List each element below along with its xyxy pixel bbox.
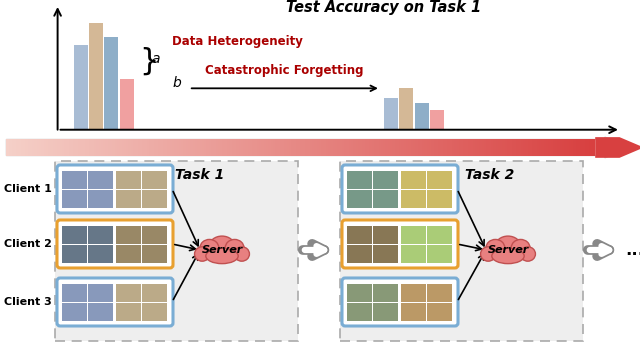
Bar: [62, 303, 87, 321]
Bar: [373, 190, 398, 208]
Bar: [88, 284, 113, 302]
Bar: [116, 245, 141, 263]
Bar: [88, 190, 113, 208]
Bar: [347, 303, 372, 321]
Bar: [142, 171, 167, 189]
Text: Task 1: Task 1: [91, 144, 133, 157]
Ellipse shape: [200, 239, 219, 257]
Bar: [88, 171, 113, 189]
FancyBboxPatch shape: [342, 165, 458, 213]
Text: $b$: $b$: [172, 75, 182, 90]
Text: Client 1: Client 1: [4, 184, 52, 194]
Text: Server: Server: [202, 245, 243, 255]
Text: Task 1: Task 1: [175, 168, 225, 182]
Bar: [340, 161, 583, 341]
Text: ...: ...: [625, 241, 640, 259]
FancyBboxPatch shape: [57, 278, 173, 326]
Bar: [62, 190, 87, 208]
Bar: [401, 171, 426, 189]
Bar: [142, 284, 167, 302]
Text: Catastrophic Forgetting: Catastrophic Forgetting: [205, 64, 364, 77]
Bar: [401, 226, 426, 244]
FancyArrow shape: [595, 137, 640, 158]
Bar: [116, 284, 141, 302]
Bar: [401, 190, 426, 208]
FancyBboxPatch shape: [57, 165, 173, 213]
Bar: [373, 171, 398, 189]
Bar: [62, 171, 87, 189]
Bar: [401, 284, 426, 302]
Bar: [401, 303, 426, 321]
Ellipse shape: [225, 239, 244, 257]
Ellipse shape: [492, 248, 524, 264]
Bar: [427, 190, 452, 208]
Bar: [427, 171, 452, 189]
Text: Server: Server: [488, 245, 529, 255]
Bar: [427, 303, 452, 321]
Text: Class Incremental Learning: Class Incremental Learning: [205, 141, 409, 154]
Bar: [384, 98, 398, 130]
Bar: [55, 161, 298, 341]
Ellipse shape: [209, 236, 235, 256]
Bar: [347, 171, 372, 189]
FancyBboxPatch shape: [342, 278, 458, 326]
Bar: [427, 245, 452, 263]
Ellipse shape: [520, 247, 536, 261]
Text: Task 2: Task 2: [465, 168, 515, 182]
Text: Task 2: Task 2: [392, 144, 434, 157]
Bar: [116, 303, 141, 321]
Bar: [415, 103, 429, 130]
Bar: [62, 245, 87, 263]
Bar: [373, 245, 398, 263]
Ellipse shape: [206, 248, 238, 264]
Ellipse shape: [481, 247, 496, 261]
FancyBboxPatch shape: [342, 220, 458, 268]
Bar: [427, 226, 452, 244]
Text: Client 3: Client 3: [4, 297, 52, 307]
Bar: [116, 171, 141, 189]
Ellipse shape: [495, 236, 520, 256]
Text: Data Heterogeneity: Data Heterogeneity: [172, 35, 302, 48]
Bar: [430, 110, 444, 130]
Bar: [104, 37, 118, 130]
Ellipse shape: [234, 247, 250, 261]
Bar: [142, 303, 167, 321]
Ellipse shape: [195, 247, 210, 261]
Bar: [347, 245, 372, 263]
Bar: [142, 190, 167, 208]
Bar: [142, 245, 167, 263]
Bar: [347, 226, 372, 244]
FancyBboxPatch shape: [57, 220, 173, 268]
Bar: [88, 245, 113, 263]
Ellipse shape: [486, 239, 505, 257]
Bar: [142, 226, 167, 244]
Bar: [89, 23, 103, 130]
Bar: [88, 226, 113, 244]
Bar: [116, 190, 141, 208]
Text: Test Accuracy on Task 1: Test Accuracy on Task 1: [287, 0, 481, 15]
Bar: [62, 284, 87, 302]
Bar: [399, 88, 413, 130]
Bar: [427, 284, 452, 302]
Text: Client 2: Client 2: [4, 239, 52, 249]
Bar: [347, 190, 372, 208]
Ellipse shape: [511, 239, 530, 257]
Bar: [120, 79, 134, 130]
Bar: [116, 226, 141, 244]
Bar: [347, 284, 372, 302]
Bar: [62, 226, 87, 244]
Bar: [88, 303, 113, 321]
Bar: [401, 245, 426, 263]
Bar: [373, 303, 398, 321]
Text: }: }: [140, 46, 159, 75]
Bar: [74, 45, 88, 130]
Bar: [373, 226, 398, 244]
Bar: [373, 284, 398, 302]
Text: $a$: $a$: [151, 52, 161, 66]
